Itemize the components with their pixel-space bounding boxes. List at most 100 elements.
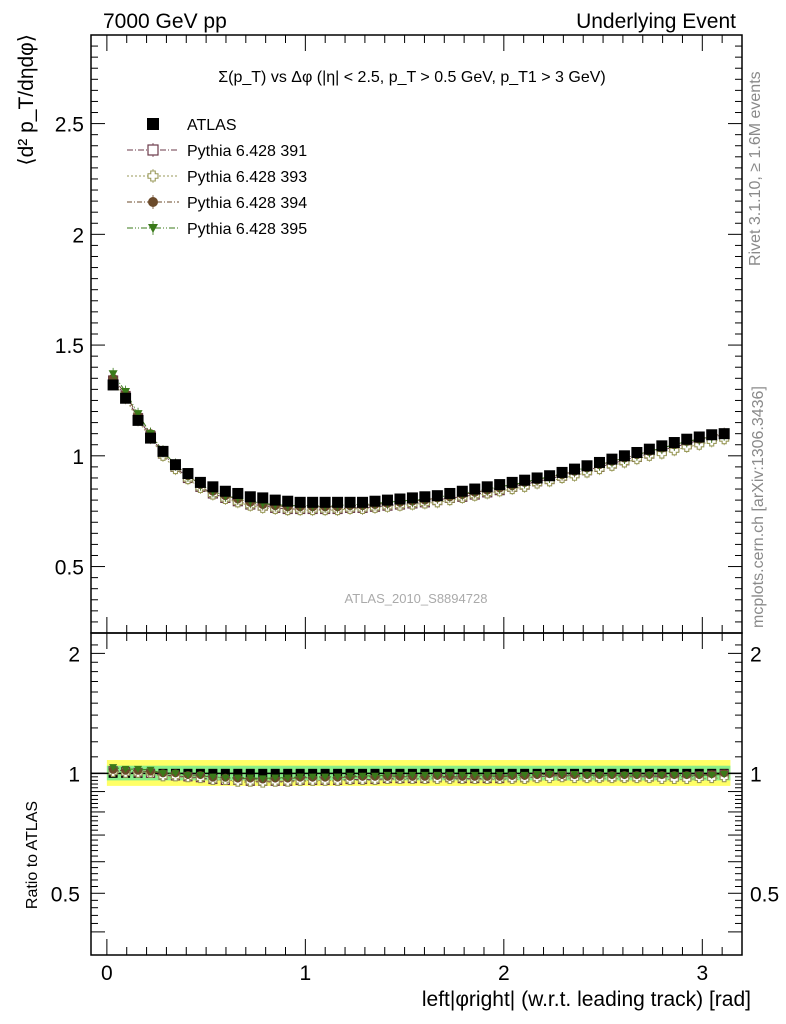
data-point bbox=[558, 770, 567, 779]
data-point bbox=[670, 771, 679, 780]
data-point bbox=[420, 771, 429, 780]
legend-marker bbox=[147, 170, 159, 182]
data-point bbox=[171, 770, 180, 778]
data-point bbox=[533, 770, 542, 779]
data-point bbox=[583, 771, 592, 780]
data-point bbox=[207, 481, 219, 493]
legend-label: Pythia 6.428 394 bbox=[187, 195, 307, 212]
data-point bbox=[370, 772, 379, 780]
header-left-label: 7000 GeV pp bbox=[103, 10, 227, 33]
data-point bbox=[346, 772, 355, 780]
data-point bbox=[593, 456, 605, 468]
series-line bbox=[112, 377, 725, 508]
data-point bbox=[569, 463, 581, 475]
main-y-ticks bbox=[91, 35, 742, 633]
data-point bbox=[618, 450, 630, 462]
data-point bbox=[108, 370, 118, 379]
data-point bbox=[246, 774, 255, 782]
ratio-panel-frame bbox=[90, 632, 743, 956]
data-point bbox=[531, 472, 543, 484]
legend-marker bbox=[147, 144, 159, 156]
data-point bbox=[406, 492, 418, 504]
data-point bbox=[269, 494, 281, 506]
data-point bbox=[656, 440, 668, 452]
data-point bbox=[194, 476, 206, 488]
legend-entry: ATLAS bbox=[147, 117, 237, 134]
data-point bbox=[333, 768, 343, 778]
x-tick-label: 3 bbox=[696, 962, 708, 985]
data-point bbox=[120, 392, 132, 404]
data-point bbox=[408, 771, 417, 780]
series-pythia-6-428-391 bbox=[108, 374, 730, 515]
legend-label: Pythia 6.428 395 bbox=[187, 221, 307, 238]
ratio-series-group bbox=[108, 764, 729, 788]
legend-entry: Pythia 6.428 393 bbox=[127, 169, 307, 186]
data-point bbox=[332, 496, 344, 508]
data-point bbox=[445, 771, 454, 780]
data-point bbox=[196, 771, 205, 780]
data-point bbox=[208, 773, 217, 781]
data-point bbox=[381, 494, 393, 506]
data-point bbox=[682, 771, 691, 780]
data-point bbox=[581, 460, 593, 472]
data-point bbox=[631, 446, 643, 458]
data-point bbox=[520, 771, 529, 780]
y-tick-label: 0.5 bbox=[51, 883, 80, 906]
data-point bbox=[121, 387, 131, 397]
data-point bbox=[433, 771, 442, 780]
data-point bbox=[134, 765, 143, 774]
legend-marker bbox=[148, 197, 158, 207]
data-point bbox=[458, 771, 467, 780]
data-point bbox=[494, 479, 506, 491]
plot-title: Σ(p_T) vs Δφ (|η| < 2.5, p_T > 0.5 GeV, … bbox=[218, 69, 605, 86]
legend-marker bbox=[147, 118, 159, 130]
data-point bbox=[718, 428, 730, 440]
y-tick-label: 2 bbox=[68, 643, 80, 666]
y-tick-label-right: 2 bbox=[750, 643, 762, 666]
data-point bbox=[233, 774, 242, 782]
legend-label: Pythia 6.428 393 bbox=[187, 169, 307, 186]
series-pythia-6-428-393 bbox=[108, 376, 730, 517]
x-tick-label: 1 bbox=[300, 962, 312, 985]
data-point bbox=[283, 774, 292, 782]
legend: ATLAS Pythia 6.428 391 Pythia 6.428 393 Pyt… bbox=[127, 117, 307, 238]
data-point bbox=[257, 492, 269, 504]
data-point bbox=[220, 768, 230, 778]
data-point bbox=[296, 773, 305, 781]
data-point bbox=[668, 437, 680, 449]
data-point bbox=[271, 774, 280, 782]
main-series-group bbox=[107, 367, 730, 517]
data-point bbox=[545, 770, 554, 779]
data-point bbox=[295, 768, 305, 778]
data-point bbox=[133, 410, 143, 419]
data-point bbox=[519, 474, 531, 486]
data-point bbox=[270, 768, 280, 778]
x-tick-label: 2 bbox=[498, 962, 510, 985]
data-point bbox=[431, 490, 443, 502]
data-point bbox=[657, 771, 666, 780]
data-point bbox=[208, 768, 218, 778]
data-point bbox=[321, 773, 330, 781]
data-point bbox=[607, 771, 616, 780]
analysis-watermark: ATLAS_2010_S8894728 bbox=[345, 591, 488, 606]
data-point bbox=[632, 771, 641, 780]
data-point bbox=[383, 771, 392, 780]
data-point bbox=[506, 476, 518, 488]
data-point bbox=[720, 770, 729, 779]
data-point bbox=[145, 432, 157, 444]
data-point bbox=[182, 468, 194, 480]
data-point bbox=[244, 491, 256, 503]
ratio-panel: 0.5 0.5 1 1 2 2 0 1 2 3 Ratio to ATLAS left|φrig… bbox=[24, 632, 779, 1011]
data-point bbox=[369, 495, 381, 507]
data-point bbox=[219, 485, 231, 497]
x-axis-label: left|φright| (w.r.t. leading track) [rad… bbox=[422, 988, 751, 1011]
data-point bbox=[395, 771, 404, 780]
data-point bbox=[245, 768, 255, 778]
data-point bbox=[483, 771, 492, 780]
legend-entry: Pythia 6.428 394 bbox=[127, 195, 307, 212]
data-point bbox=[109, 764, 118, 772]
data-point bbox=[232, 487, 244, 499]
data-point bbox=[320, 768, 330, 778]
data-point bbox=[394, 493, 406, 505]
y-tick-label: 1 bbox=[72, 446, 84, 469]
